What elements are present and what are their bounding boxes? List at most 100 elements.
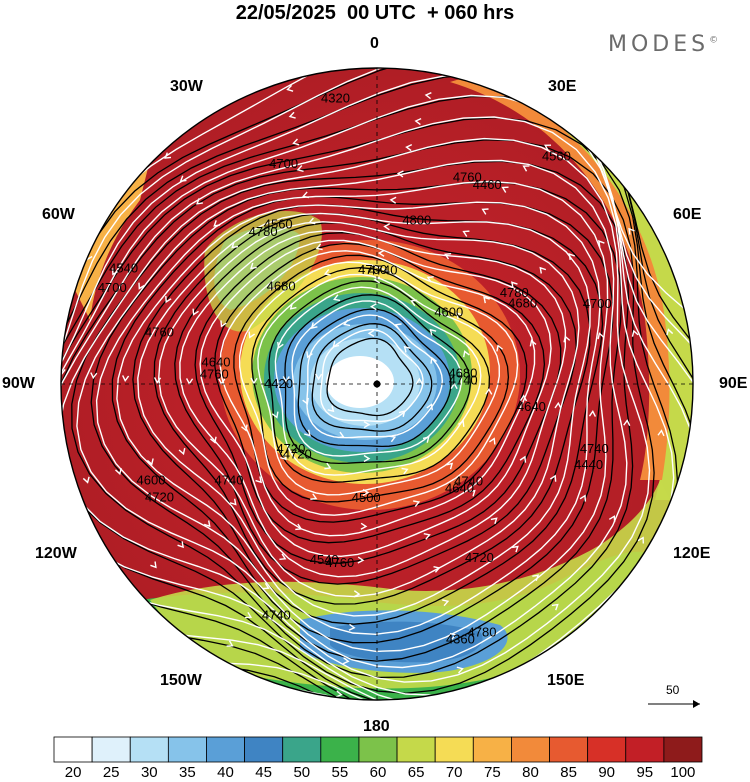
streamline-arrowhead bbox=[342, 657, 350, 665]
streamline-arrowhead bbox=[700, 328, 707, 334]
contour-label: 4740 bbox=[449, 372, 478, 387]
streamline-arrowhead bbox=[488, 437, 496, 445]
contour-label: 4780 bbox=[500, 285, 529, 300]
contour-line bbox=[326, 337, 414, 417]
contour-label: 4700 bbox=[98, 280, 127, 295]
streamline-arrowhead bbox=[164, 152, 172, 159]
streamline-arrowhead bbox=[362, 488, 370, 497]
streamline-arrowhead bbox=[457, 419, 465, 427]
streamline-arrowhead bbox=[165, 296, 172, 304]
colorbar-tick-label: 40 bbox=[217, 764, 234, 781]
contour-label: 4720 bbox=[465, 550, 494, 565]
contour-labels: 4740472047404640464046804540456044404600… bbox=[98, 90, 612, 646]
streamline-arrowhead bbox=[203, 520, 211, 528]
contour-label: 4720 bbox=[283, 447, 312, 462]
lon-label-90w: 90W bbox=[2, 375, 35, 392]
streamline-arrowhead bbox=[179, 175, 187, 183]
contour-line bbox=[268, 280, 491, 483]
colorbar-swatch bbox=[434, 736, 474, 763]
streamline-arrowhead bbox=[231, 241, 239, 249]
streamline-arrowhead bbox=[544, 144, 552, 151]
contour-line bbox=[311, 323, 433, 432]
streamline-arrowhead bbox=[422, 436, 430, 443]
streamline bbox=[319, 329, 424, 423]
streamline-arrowhead bbox=[292, 138, 300, 146]
colorbar-swatch bbox=[129, 736, 169, 763]
streamline-arrowhead bbox=[444, 253, 452, 260]
contour-label: 4740 bbox=[369, 262, 398, 277]
streamline-arrowhead bbox=[539, 266, 547, 274]
streamline-arrowhead bbox=[468, 489, 476, 497]
contour-label: 4700 bbox=[269, 156, 298, 171]
colorbar-swatch bbox=[320, 736, 360, 763]
contour-label: 4760 bbox=[145, 324, 174, 339]
streamline-arrowhead bbox=[153, 377, 162, 384]
contour-label: 4360 bbox=[446, 632, 475, 647]
streamline bbox=[257, 273, 501, 496]
streamline-arrowhead bbox=[241, 424, 248, 432]
streamline-arrowhead bbox=[328, 724, 334, 731]
streamline-arrowhead bbox=[269, 283, 277, 290]
streamline-arrowhead bbox=[597, 332, 605, 340]
streamline-arrowhead bbox=[694, 581, 702, 588]
contour-label: 4640 bbox=[517, 399, 546, 414]
streamline-arrowhead bbox=[360, 522, 368, 530]
streamline-arrowhead bbox=[229, 498, 237, 506]
colorbar-tick-label: 80 bbox=[522, 764, 539, 781]
streamline-arrowhead bbox=[213, 220, 221, 227]
streamline-arrowhead bbox=[51, 485, 58, 491]
lon-label-0: 0 bbox=[370, 35, 379, 52]
streamline-arrowhead bbox=[207, 668, 215, 675]
streamline-arrowhead bbox=[424, 92, 432, 100]
streamline-arrowhead bbox=[304, 429, 311, 437]
streamline-arrowhead bbox=[519, 394, 528, 402]
contour-line bbox=[214, 242, 546, 544]
streamline-arrowhead bbox=[353, 590, 361, 598]
streamline-arrowhead bbox=[90, 372, 98, 380]
contour-label: 4640 bbox=[445, 480, 474, 495]
streamline-arrowhead bbox=[324, 462, 332, 470]
lon-label-120w: 120W bbox=[35, 545, 77, 562]
streamline-arrowhead bbox=[177, 541, 184, 549]
contour-label: 4540 bbox=[109, 261, 138, 276]
colorbar bbox=[53, 736, 703, 763]
lon-label-90e: 90E bbox=[719, 375, 748, 392]
contour-line bbox=[297, 308, 452, 448]
streamline-arrowhead bbox=[314, 373, 323, 381]
streamline bbox=[291, 300, 463, 457]
contour-label: 4700 bbox=[583, 296, 612, 311]
colorbar-swatch bbox=[396, 736, 436, 763]
streamline-arrowhead bbox=[367, 329, 375, 338]
contour-label: 4740 bbox=[580, 441, 609, 456]
contour-label: 4780 bbox=[249, 224, 278, 239]
lon-label-180: 180 bbox=[363, 718, 390, 735]
streamline-arrowhead bbox=[302, 397, 309, 405]
streamline-arrowhead bbox=[308, 217, 316, 225]
streamline-arrowhead bbox=[401, 467, 409, 475]
streamline-arrowhead bbox=[389, 196, 397, 204]
streamline-arrowhead bbox=[286, 84, 294, 92]
contour-label: 4560 bbox=[542, 148, 571, 163]
lon-label-30w: 30W bbox=[170, 78, 203, 95]
streamline-arrowhead bbox=[462, 230, 470, 237]
streamline-arrowhead bbox=[245, 611, 253, 619]
streamline bbox=[219, 250, 536, 537]
streamline-arrowhead bbox=[414, 117, 422, 126]
colorbar-tick-label: 90 bbox=[598, 764, 616, 781]
streamline-arrowhead bbox=[279, 553, 287, 560]
colorbar-tick-label: 100 bbox=[670, 764, 696, 781]
streamline-arrowhead bbox=[608, 515, 616, 523]
streamline-arrowhead bbox=[463, 700, 469, 707]
streamline bbox=[116, 201, 601, 636]
streamline bbox=[239, 261, 519, 516]
colorbar-tick-label: 30 bbox=[140, 764, 158, 781]
streamline-arrowhead bbox=[61, 237, 68, 245]
contour-label: 4780 bbox=[468, 625, 497, 640]
contour-label: 4500 bbox=[352, 490, 381, 505]
streamline-arrowhead bbox=[271, 411, 279, 419]
contour-label: 4420 bbox=[264, 376, 293, 391]
colorbar-tick-label: 95 bbox=[636, 764, 654, 781]
colorbar-swatch bbox=[91, 736, 131, 763]
colorbar-swatch bbox=[472, 736, 512, 763]
streamline-arrowhead bbox=[122, 375, 130, 383]
